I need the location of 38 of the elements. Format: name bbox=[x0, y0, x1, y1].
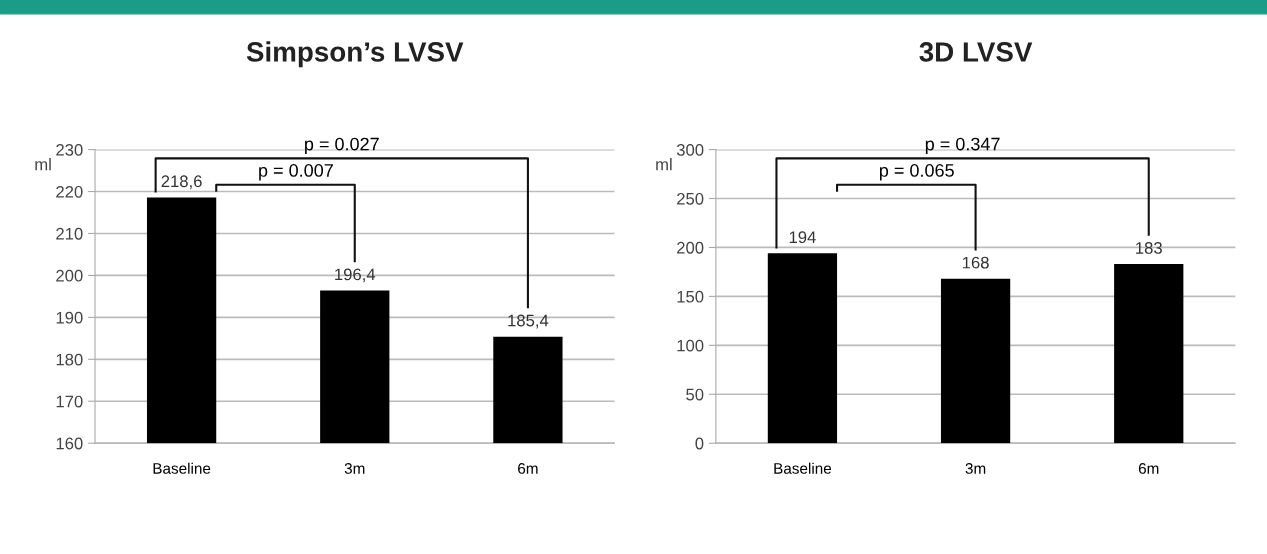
y-tick-label: 50 bbox=[686, 388, 704, 401]
data-label: 218,6 bbox=[161, 175, 202, 190]
y-axis-title: ml bbox=[35, 158, 51, 171]
bar bbox=[767, 253, 838, 444]
y-tick-label: 200 bbox=[56, 269, 83, 282]
chart-title: Simpson’s LVSV bbox=[246, 41, 464, 68]
chart-title: 3D LVSV bbox=[919, 42, 1033, 62]
data-label: 185,4 bbox=[508, 314, 549, 329]
x-tick-label: 6m bbox=[518, 463, 538, 474]
x-tick-label: Baseline bbox=[774, 462, 832, 474]
bar bbox=[940, 278, 1011, 444]
annotation: p = 0.007 bbox=[259, 164, 333, 181]
x-tick-label: 6m bbox=[1138, 463, 1159, 474]
y-tick-label: 300 bbox=[676, 143, 704, 156]
bar bbox=[1114, 264, 1184, 444]
y-tick-label: 220 bbox=[56, 185, 83, 198]
annotation: p = 0.065 bbox=[879, 164, 954, 181]
x-tick-label: Baseline bbox=[153, 462, 211, 474]
data-label: 194 bbox=[789, 231, 816, 244]
y-tick-label: 230 bbox=[56, 143, 83, 156]
y-tick-label: 160 bbox=[56, 437, 83, 450]
y-tick-label: 180 bbox=[56, 353, 83, 366]
data-label: 168 bbox=[962, 256, 989, 269]
y-tick-label: 150 bbox=[677, 290, 704, 303]
y-tick-label: 0 bbox=[695, 437, 704, 450]
y-axis-title: ml bbox=[656, 158, 672, 171]
y-tick-label: 170 bbox=[56, 395, 83, 408]
y-tick-label: 210 bbox=[56, 227, 83, 240]
y-tick-label: 200 bbox=[677, 241, 704, 254]
data-label: 183 bbox=[1136, 242, 1162, 254]
annotation: p = 0.027 bbox=[305, 137, 379, 154]
annotation: p = 0.347 bbox=[925, 137, 1000, 154]
x-tick-label: 3m bbox=[965, 463, 986, 474]
data-label: 196,4 bbox=[335, 268, 376, 283]
y-tick-label: 100 bbox=[677, 339, 704, 352]
x-tick-label: 3m bbox=[344, 463, 365, 474]
y-tick-label: 190 bbox=[56, 311, 83, 324]
y-tick-label: 250 bbox=[677, 192, 704, 205]
